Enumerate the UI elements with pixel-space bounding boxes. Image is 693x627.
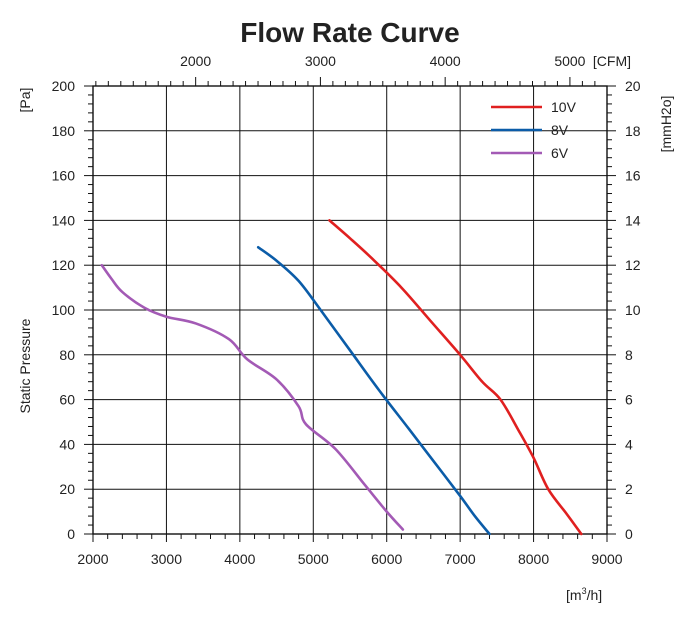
x-unit-end: /h]	[587, 587, 603, 603]
y-tick-label: 0	[67, 526, 75, 542]
right-tick-label: 18	[625, 123, 641, 139]
y-tick-label: 20	[59, 481, 75, 497]
x-tick-label: 4000	[224, 551, 255, 567]
right-tick-label: 8	[625, 347, 633, 363]
series-line-10V	[328, 219, 583, 536]
chart-title: Flow Rate Curve	[240, 17, 459, 48]
legend-label-10V: 10V	[551, 99, 577, 115]
right-tick-label: 4	[625, 436, 633, 452]
x-tick-label: 3000	[151, 551, 182, 567]
legend: 10V 8V 6V	[491, 99, 577, 161]
y-unit-right: [mmH2o]	[658, 96, 674, 153]
x-tick-label: 2000	[77, 551, 108, 567]
y-tick-labels: 0 20 40 60 80 100 120 140 160 180 200	[52, 78, 76, 542]
legend-label-8V: 8V	[551, 122, 569, 138]
y-tick-label: 100	[52, 302, 76, 318]
y-tick-label: 160	[52, 168, 76, 184]
y-tick-label: 60	[59, 392, 75, 408]
right-tick-label: 2	[625, 481, 633, 497]
right-tick-label: 0	[625, 526, 633, 542]
right-tick-label: 6	[625, 392, 633, 408]
x-tick-label: 8000	[518, 551, 549, 567]
x-tick-label: 7000	[445, 551, 476, 567]
x-tick-labels: 2000 3000 4000 5000 6000 7000 8000 9000	[77, 551, 622, 567]
x-unit-bottom: [m3/h]	[566, 586, 602, 603]
y-tick-label: 80	[59, 347, 75, 363]
top-tick-labels: 2000 3000 4000 5000	[180, 53, 586, 69]
legend-label-6V: 6V	[551, 145, 569, 161]
right-tick-label: 20	[625, 78, 641, 94]
x-unit-base: [m	[566, 587, 582, 603]
y-tick-label: 140	[52, 212, 76, 228]
series-lines	[100, 219, 583, 536]
minor-ticks	[84, 77, 616, 542]
series-line-6V	[100, 263, 405, 531]
y-tick-label: 120	[52, 257, 76, 273]
y-unit-left: [Pa]	[17, 88, 33, 113]
top-tick-label: 5000	[554, 53, 585, 69]
right-tick-label: 14	[625, 212, 641, 228]
x-tick-label: 5000	[298, 551, 329, 567]
y-tick-label: 180	[52, 123, 76, 139]
right-tick-label: 12	[625, 257, 641, 273]
plot-frame	[92, 85, 608, 535]
y-axis-label: Static Pressure	[17, 318, 33, 413]
x-unit-sup: 3	[582, 586, 587, 596]
y-tick-label: 200	[52, 78, 76, 94]
x-tick-label: 6000	[371, 551, 402, 567]
top-tick-label: 3000	[305, 53, 336, 69]
y-tick-label: 40	[59, 436, 75, 452]
right-tick-label: 16	[625, 168, 641, 184]
top-tick-label: 4000	[430, 53, 461, 69]
series-line-8V	[256, 245, 491, 536]
grid-lines	[93, 86, 607, 534]
x-tick-label: 9000	[591, 551, 622, 567]
right-tick-labels: 0 2 4 6 8 10 12 14 16 18 20	[625, 78, 641, 542]
top-tick-label: 2000	[180, 53, 211, 69]
x-unit-top: [CFM]	[593, 53, 631, 69]
right-tick-label: 10	[625, 302, 641, 318]
